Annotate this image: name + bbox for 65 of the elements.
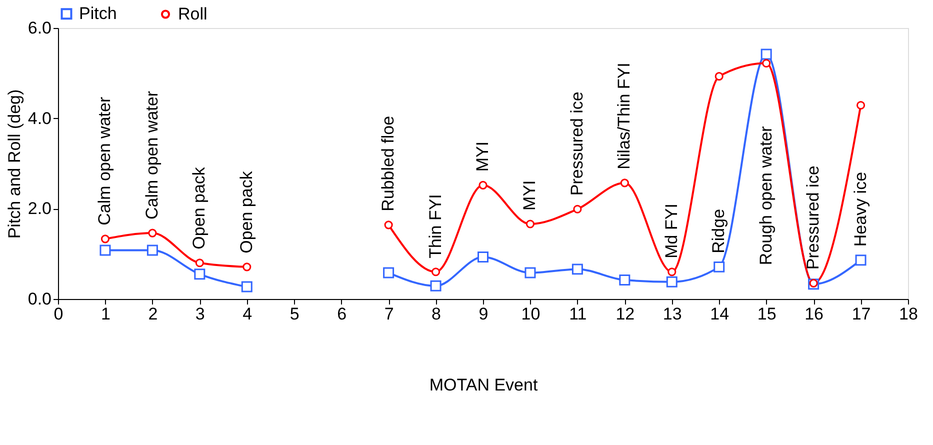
point: [526, 220, 535, 228]
annotation: Calm open water: [142, 90, 162, 220]
point: [478, 180, 488, 190]
x-tick-label: 18: [899, 304, 918, 324]
point: [430, 280, 442, 292]
point: [194, 268, 206, 280]
annotation: Rubbled floe: [378, 116, 398, 212]
point: [714, 261, 725, 272]
x-tick-label: 17: [852, 304, 871, 324]
x-tick-label: 2: [148, 304, 158, 324]
annotation: Thin FYI: [426, 194, 445, 258]
y-tick-label: 0.0: [28, 290, 52, 308]
point: [573, 204, 582, 214]
x-tick-label: 4: [242, 304, 252, 324]
annotation: Pressured ice: [804, 166, 823, 270]
annotation: Md FYI: [662, 204, 681, 258]
x-tick-label: 5: [290, 304, 300, 324]
point: [762, 58, 771, 68]
point: [666, 276, 678, 288]
x-tick-label: 12: [616, 304, 635, 324]
x-tick-label: 7: [384, 304, 394, 324]
x-tick-label: 3: [195, 304, 205, 324]
y-axis-title: Pitch and Roll (deg): [4, 89, 24, 239]
x-tick-label: 0: [54, 304, 64, 324]
annotation: Heavy ice: [850, 172, 870, 247]
point: [384, 220, 393, 230]
point: [620, 178, 629, 188]
x-tick-label: 15: [757, 304, 776, 324]
point: [856, 100, 866, 110]
annotation: Open pack: [236, 170, 256, 254]
annotation: Rough open water: [756, 126, 776, 266]
point: [668, 268, 676, 276]
x-tick-label: 16: [804, 304, 824, 324]
x-tick-label: 13: [662, 304, 682, 324]
annotation: Calm open water: [95, 96, 114, 226]
point: [478, 252, 488, 262]
annotation: Ridge: [709, 208, 728, 254]
annotation: Open pack: [190, 166, 209, 250]
y-tick-label: 2.0: [28, 199, 52, 218]
x-tick-label: 10: [521, 304, 540, 324]
legend-label: Pitch: [79, 4, 117, 23]
x-tick-label: 11: [569, 304, 587, 324]
annotation: MYI: [520, 180, 540, 210]
point: [619, 274, 630, 286]
x-tick-label: 8: [432, 304, 442, 324]
point: [241, 281, 252, 292]
y-tick-label: 6.0: [28, 18, 52, 38]
point: [855, 254, 866, 266]
point: [383, 267, 394, 278]
point: [431, 268, 440, 276]
point: [524, 267, 536, 278]
annotation: Pressured ice: [567, 92, 586, 196]
point: [714, 72, 724, 81]
point: [760, 48, 772, 60]
annotation: Nilas/Thin FYI: [614, 62, 634, 170]
x-tick-label: 14: [710, 304, 730, 324]
annotation: MYI: [473, 141, 492, 172]
legend-label: Roll: [178, 4, 208, 24]
y-tick-label: 4.0: [28, 108, 52, 128]
point: [809, 278, 818, 288]
x-tick-label: 1: [100, 304, 110, 324]
x-axis-title: MOTAN Event: [429, 376, 538, 394]
x-tick-label: 9: [478, 304, 488, 324]
point: [572, 264, 583, 275]
x-tick-label: 6: [337, 304, 347, 324]
